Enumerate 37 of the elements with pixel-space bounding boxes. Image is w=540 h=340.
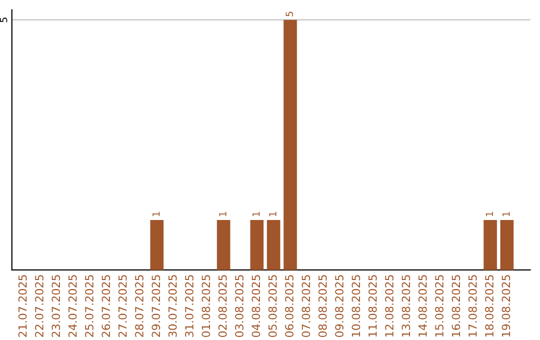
data-label: 1 [269,212,276,216]
x-tick-label: 02.08.2025 [218,275,227,338]
x-tick-label: 17.08.2025 [468,275,477,337]
x-tick-label: 13.08.2025 [402,275,410,337]
x-tick-label: 26.07.2025 [102,275,110,337]
x-tick-label: 23.07.2025 [52,275,60,337]
x-tick-label: 03.08.2025 [235,275,244,338]
data-label: 1 [152,212,160,216]
x-tick-label: 29.07.2025 [152,275,160,337]
x-tick-label: 14.08.2025 [418,275,427,337]
data-label: 1 [502,212,510,216]
x-tick-label: 06.08.2025 [285,275,294,338]
x-tick-label: 22.07.2025 [35,275,44,337]
data-label: 1 [486,212,493,216]
x-tick-label: 12.08.2025 [385,275,394,337]
x-tick-label: 15.08.2025 [435,275,444,337]
x-tick-label: 07.08.2025 [302,275,310,338]
x-tick-label: 05.08.2025 [268,275,277,338]
x-tick-label: 19.08.2025 [502,275,510,337]
x-tick-label: 24.07.2025 [68,275,77,337]
data-label: 5 [286,12,294,16]
x-tick-label: 04.08.2025 [252,275,260,338]
x-tick-label: 01.08.2025 [202,275,210,338]
x-tick-label: 21.07.2025 [18,275,27,337]
data-label: 1 [219,212,226,216]
x-tick-label: 31.07.2025 [185,275,194,337]
x-tick-label: 27.07.2025 [118,275,127,337]
x-tick-label: 16.08.2025 [452,275,460,337]
x-tick-label: 18.08.2025 [485,275,494,337]
x-tick-label: 28.07.2025 [135,275,144,337]
x-tick-label: 10.08.2025 [352,275,360,337]
x-tick-label: 25.07.2025 [85,275,94,337]
data-label: 1 [252,212,260,216]
x-tick-label: 30.07.2025 [168,275,177,337]
x-tick-label: 08.08.2025 [318,275,327,338]
x-tick-label: 09.08.2025 [335,275,344,338]
x-tick-label: 11.08.2025 [368,275,377,337]
